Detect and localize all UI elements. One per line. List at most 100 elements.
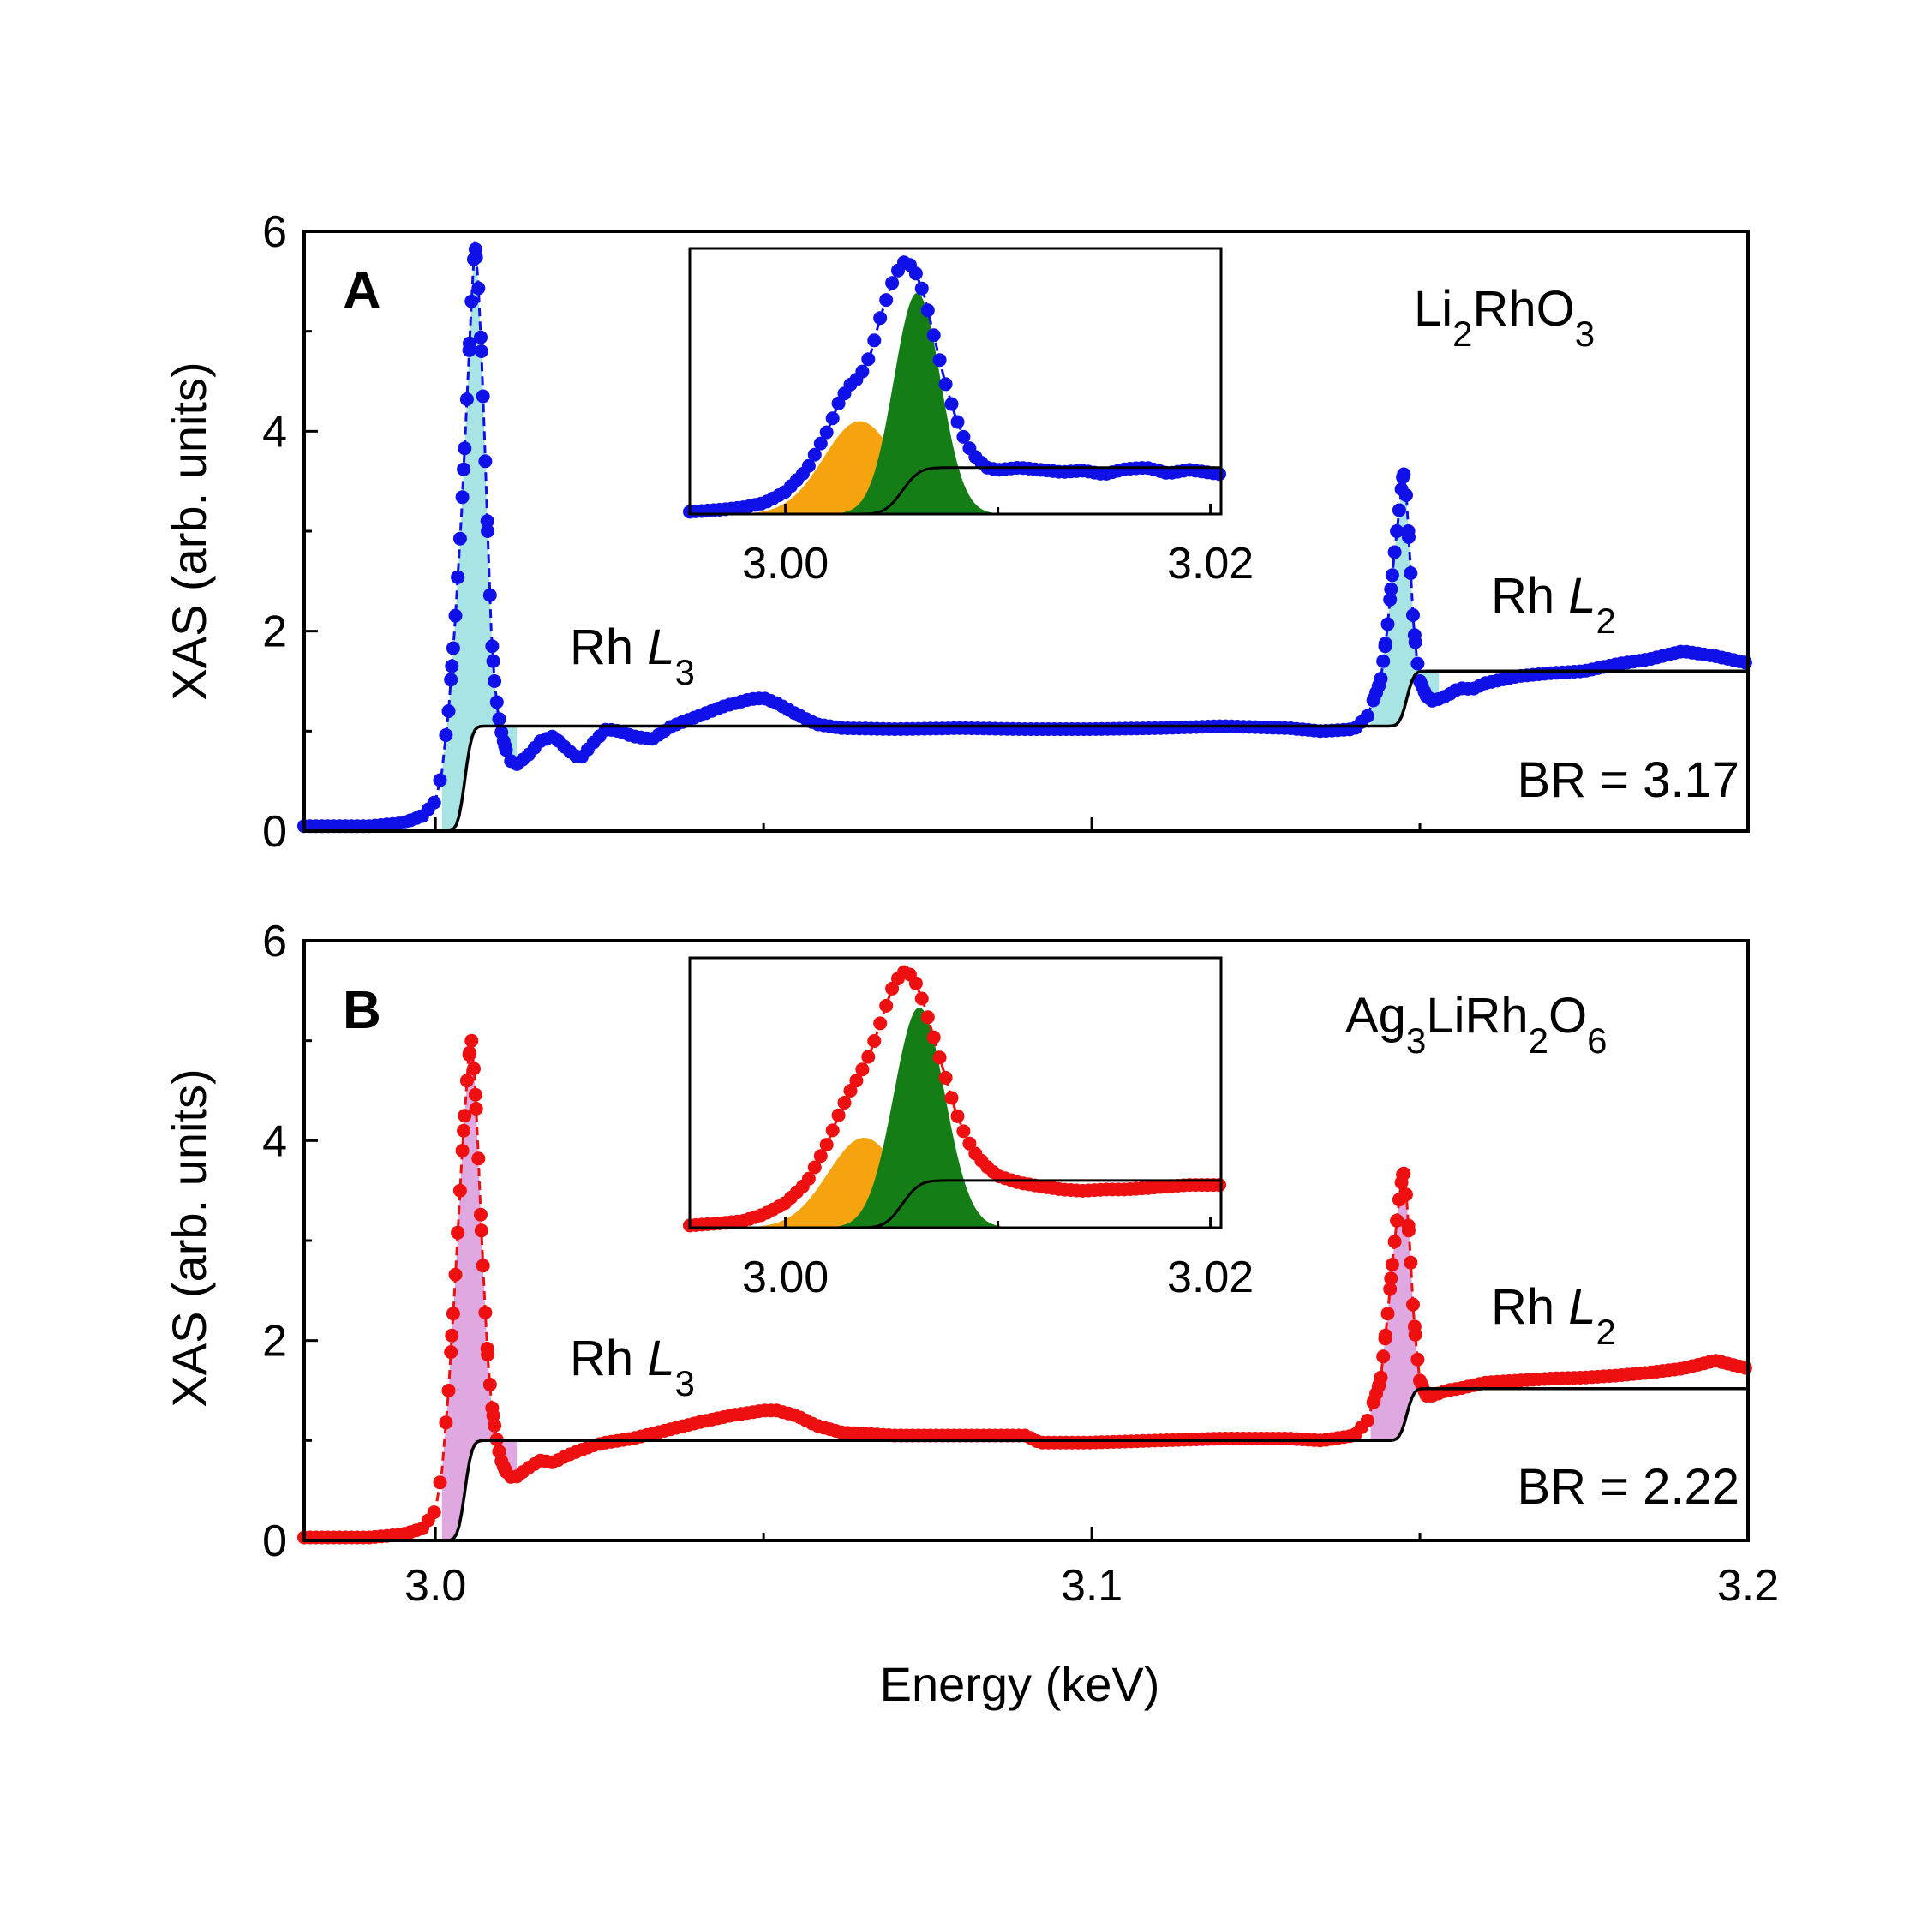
panel-a-data-point bbox=[441, 704, 456, 718]
panel-b-ytick-label: 2 bbox=[262, 1317, 287, 1367]
panel-a-letter: A bbox=[343, 261, 381, 320]
panel-b-inset-peak-green bbox=[690, 1007, 1221, 1228]
panel-a-inset-point bbox=[879, 293, 894, 308]
panel-b-data-point bbox=[478, 1306, 493, 1319]
panel-a-data-point bbox=[1408, 635, 1422, 649]
panel-a-data-point bbox=[1380, 617, 1395, 631]
panel-b-data-point bbox=[444, 1345, 458, 1360]
panel-b-data-point bbox=[445, 1328, 459, 1343]
panel-a-ytick-label: 6 bbox=[262, 207, 287, 257]
panel-a-data-point bbox=[459, 392, 474, 406]
panel-a-branching-ratio: BR = 3.17 bbox=[1517, 752, 1739, 808]
panel-b-data-point bbox=[1387, 1235, 1402, 1249]
panel-b-compound-label: Ag3LiRh2O6 bbox=[1345, 988, 1607, 1061]
panel-b-data-point bbox=[476, 1259, 490, 1273]
panel-a-inset-point bbox=[920, 303, 935, 318]
panel-b-inset-point bbox=[819, 1138, 834, 1152]
panel-a-data-point bbox=[488, 674, 502, 688]
panel-b-inset-point bbox=[879, 998, 894, 1013]
panel-b-data-point bbox=[451, 1225, 465, 1240]
panel-a-data-point bbox=[1397, 467, 1411, 482]
panel-b-data-point bbox=[1390, 1213, 1404, 1228]
panel-a-inset-xtick-label: 3.00 bbox=[742, 539, 829, 589]
panel-a-data-point bbox=[1390, 524, 1404, 538]
panel-b-data-point bbox=[1376, 1349, 1391, 1364]
panel-a-data-point bbox=[1384, 582, 1398, 596]
panel-b-data-point bbox=[452, 1183, 467, 1198]
panel-a-data-point bbox=[1424, 692, 1439, 707]
panel-b-inset-xtick-label: 3.00 bbox=[742, 1253, 829, 1302]
panel-b-data-point bbox=[1380, 1307, 1395, 1321]
panel-a-inset-point bbox=[867, 333, 882, 348]
panel-b-data-point bbox=[1360, 1414, 1374, 1427]
panel-a-inset-point bbox=[914, 281, 929, 296]
panel-b-data-point bbox=[1384, 1271, 1398, 1286]
panel-a-data-point bbox=[433, 773, 447, 787]
panel-a-data-point bbox=[444, 673, 458, 687]
panel-b-data-point bbox=[441, 1384, 456, 1397]
panel-b-inset-point bbox=[837, 1096, 852, 1110]
panel-a-data-point bbox=[486, 654, 500, 668]
panel-a-data-point bbox=[1401, 524, 1416, 538]
panel-b-data-point bbox=[462, 1048, 476, 1062]
panel-b-data-point bbox=[457, 1123, 471, 1138]
panel-a-data-point bbox=[474, 330, 488, 344]
panel-a-data-point bbox=[474, 344, 488, 358]
panel-a-data-point bbox=[457, 462, 471, 476]
panel-a-inset-point bbox=[938, 377, 953, 392]
panel-a-inset-point bbox=[855, 364, 870, 379]
panel-a-data-point bbox=[471, 281, 486, 296]
panel-a-data-point bbox=[489, 695, 504, 709]
panel-a-inset-peak-green bbox=[690, 292, 1221, 514]
panel-b-data-point bbox=[1424, 1388, 1439, 1403]
panel-a-data-point bbox=[448, 608, 463, 623]
panel-b-inset-point bbox=[825, 1123, 840, 1138]
panel-b-data-point bbox=[1374, 1370, 1388, 1385]
panel-a-edge-l2-label: Rh L2 bbox=[1491, 568, 1616, 641]
panel-b-inset-point bbox=[926, 1030, 941, 1044]
panel-b-inset-peak-orange bbox=[690, 1138, 1221, 1228]
panel-b-letter: B bbox=[343, 981, 381, 1040]
panel-b-data-point bbox=[469, 1102, 483, 1116]
panel-a: 0 2 4 6 A Li2RhO3 Rh L3 Rh L2 BR = 3.17 3.00 3.02 bbox=[262, 207, 1752, 857]
panel-a-inset-point bbox=[861, 352, 876, 367]
panel-b-edge-l2-label: Rh L2 bbox=[1491, 1279, 1616, 1352]
panel-b-inset-xtick-label: 3.02 bbox=[1167, 1253, 1254, 1302]
panel-b-edge-fill-1 bbox=[441, 1044, 518, 1540]
panel-b-data-point bbox=[439, 1415, 453, 1430]
panel-a-data-point bbox=[482, 588, 497, 602]
panel-a-data-point bbox=[427, 795, 441, 810]
panel-b-ytick-label: 4 bbox=[262, 1116, 287, 1166]
panel-b-data-point bbox=[1410, 1352, 1425, 1367]
panel-b-inset: 3.00 3.02 bbox=[683, 956, 1254, 1302]
panel-a-step-line bbox=[304, 669, 1748, 833]
panel-b-inset-point bbox=[914, 991, 929, 1006]
panel-a-data-point bbox=[481, 524, 495, 538]
panel-b-data-point bbox=[448, 1267, 463, 1282]
panel-b-data-point bbox=[1397, 1166, 1411, 1181]
panel-a-inset-point bbox=[807, 447, 822, 462]
panel-b-data-point bbox=[1401, 1218, 1416, 1233]
panel-b-data-point bbox=[458, 1109, 472, 1123]
panel-a-ytick-label: 0 bbox=[262, 807, 287, 857]
panel-b-ylabel: XAS (arb. units) bbox=[162, 1068, 216, 1407]
panel-a-inset: 3.00 3.02 bbox=[683, 247, 1254, 589]
panel-a-data-point bbox=[458, 441, 472, 456]
panel-b-inset-point bbox=[843, 1084, 858, 1098]
panel-a-inset-point bbox=[885, 276, 900, 290]
panel-a-data-point bbox=[452, 531, 467, 546]
panel-a-inset-point bbox=[926, 328, 941, 343]
panel-b-data-point bbox=[474, 1223, 488, 1238]
panel-a-inset-peak-orange bbox=[690, 421, 1221, 514]
panel-b-inset-point bbox=[813, 1149, 828, 1163]
panel-b-inset-point bbox=[831, 1108, 846, 1122]
panel-a-data-point bbox=[445, 659, 459, 673]
panel-b-data-point bbox=[1383, 1282, 1398, 1296]
panel-a-data-point bbox=[1360, 709, 1374, 723]
panel-a-data-point bbox=[1406, 608, 1420, 622]
panel-a-ytick-label: 4 bbox=[262, 407, 287, 457]
panel-b-inset-frame bbox=[688, 956, 1223, 1229]
panel-a-data-point bbox=[1383, 592, 1398, 607]
